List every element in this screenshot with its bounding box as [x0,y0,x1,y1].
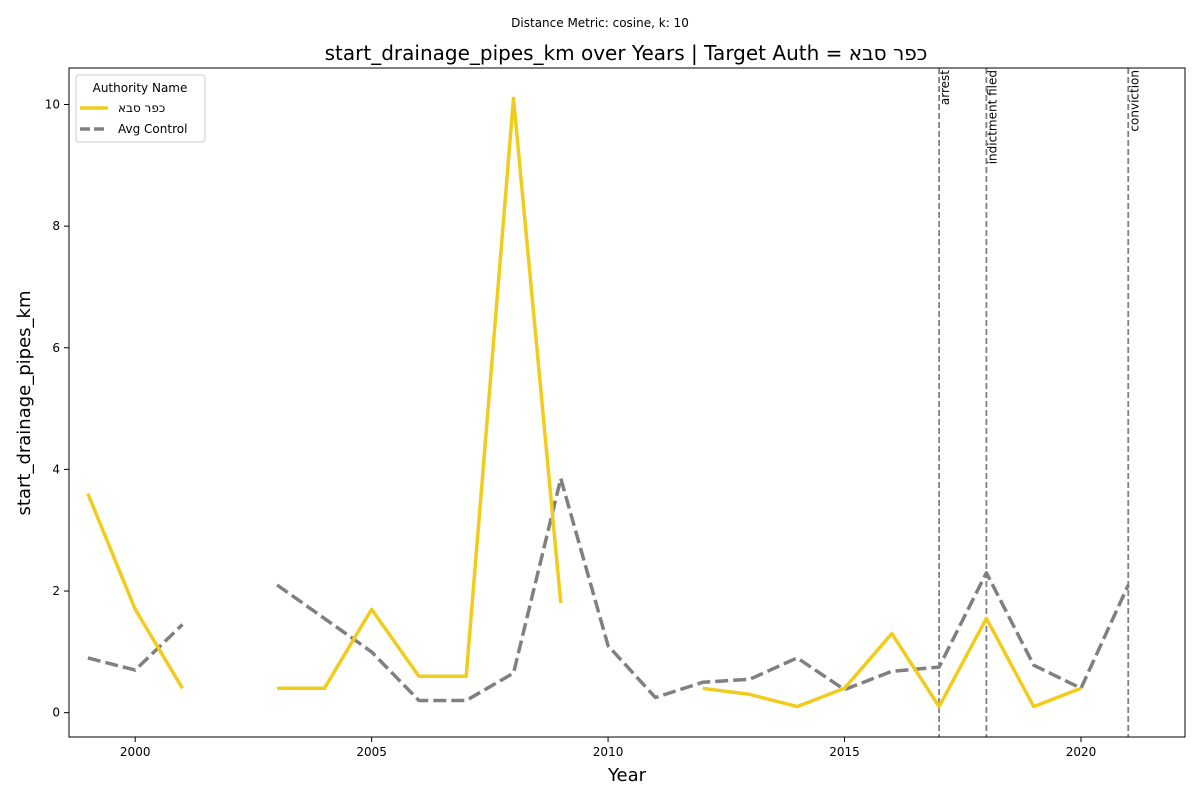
legend: Authority Name כפר סבא Avg Control [75,74,206,143]
event-label: arrest [938,70,952,105]
series-line-target [702,616,1082,709]
y-tick-label: 8 [52,219,60,233]
plot-frame [68,67,1186,738]
legend-label-control: Avg Control [118,122,187,136]
event-label: indictment filed [985,70,999,164]
y-axis-label: start_drainage_pipes_km [14,291,35,516]
x-tick-label: 2010 [593,745,624,759]
series-line-target [86,493,185,690]
x-tick-label: 2005 [356,745,387,759]
chart-title: start_drainage_pipes_km over Years | Tar… [325,41,928,65]
x-tick-label: 2020 [1066,745,1097,759]
legend-title: Authority Name [93,81,188,95]
series-line-control [87,623,184,672]
y-tick-label: 4 [52,462,60,476]
y-tick-label: 10 [45,97,60,111]
series-line-control [276,476,1130,703]
y-tick-label: 6 [52,341,60,355]
plot-area: 2000 2005 2010 2015 2020 0 2 4 6 8 10 arrest indictm… [45,68,1141,759]
chart-suptitle: Distance Metric: cosine, k: 10 [511,16,689,30]
event-label: conviction [1127,70,1141,132]
y-tick-label: 0 [52,706,60,720]
x-tick-label: 2000 [120,745,151,759]
legend-box [75,74,206,143]
x-tick-label: 2015 [829,745,860,759]
y-tick-label: 2 [52,584,60,598]
series-line-target [277,96,563,691]
legend-label-target: כפר סבא [118,101,165,115]
x-axis-label: Year [607,765,647,786]
